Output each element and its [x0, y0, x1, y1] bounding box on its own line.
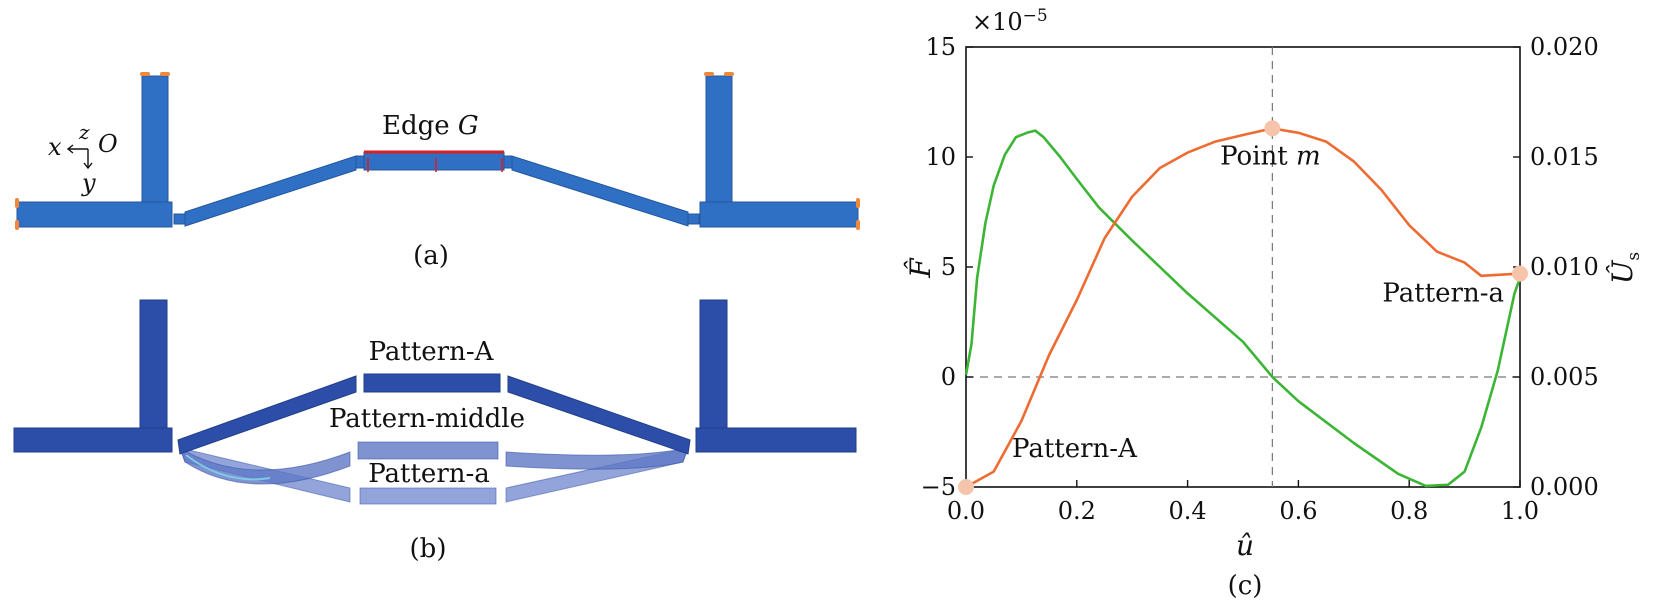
left-hinge: [173, 213, 186, 225]
caption-a: (a): [413, 241, 449, 271]
axis-z-label: z: [78, 120, 90, 144]
x-tick-label-2: 0.4: [1169, 497, 1207, 525]
caption-b: (b): [410, 534, 447, 564]
left-horizontal-arm: [16, 201, 173, 228]
x-tick-label-5: 1.0: [1501, 497, 1539, 525]
axis-y-label: y: [81, 169, 96, 197]
y-left-tick-label-2: 5: [941, 253, 956, 281]
chart-marks: 0.0 0.2 0.4 0.6 0.8 1.0 −5 0 5 10 15 0.000 0.005 0.01…: [921, 33, 1599, 525]
edge-g-label: Edge G: [382, 111, 479, 141]
caption-c: (c): [1228, 571, 1263, 601]
center-left-joint: [355, 155, 365, 169]
force-series-line: [964, 129, 1522, 488]
right-inclined-beam: [511, 155, 689, 227]
marker-label-0: Pattern-A: [1012, 434, 1138, 464]
right-vertical-post: [705, 75, 733, 217]
y-right-tick-label-1: 0.005: [1530, 363, 1599, 391]
pattern-a-label: Pattern-a: [368, 459, 490, 489]
marker-1: [1264, 120, 1281, 137]
center-beam: [363, 151, 505, 171]
constraint-markers: [15, 72, 860, 230]
panel-c-chart: 0.0 0.2 0.4 0.6 0.8 1.0 −5 0 5 10 15 0.000 0.005 0.01…: [904, 6, 1644, 601]
y-right-tick-label-3: 0.015: [1530, 143, 1599, 171]
pattern-middle-label: Pattern-middle: [329, 404, 525, 434]
y-right-tick-label-4: 0.020: [1530, 33, 1599, 61]
panel-b: Pattern-A Pattern-middle Pattern-a (b): [13, 299, 857, 564]
marker-2: [1512, 265, 1528, 282]
edge-g-arrows: [367, 158, 503, 172]
y-right-tick-label-0: 0.000: [1530, 473, 1599, 501]
right-horizontal-arm: [699, 201, 859, 228]
right-hinge: [687, 213, 700, 225]
x-axis-label: û: [1236, 529, 1254, 562]
pattern-A-label: Pattern-A: [369, 337, 495, 367]
axis-x-label: x: [48, 133, 62, 161]
y-left-tick-label-1: 0: [941, 363, 956, 391]
x-tick-label-4: 0.8: [1390, 497, 1428, 525]
panel-a: x z O y Edge G (a): [15, 72, 860, 271]
marker-0: [958, 479, 974, 495]
left-axis-multiplier: ×10−5: [972, 6, 1048, 36]
energy-series-line: [965, 127, 1521, 489]
origin-label: O: [98, 130, 118, 158]
y-axis-right-label: Ûs: [1605, 252, 1644, 284]
x-tick-label-3: 0.6: [1279, 497, 1317, 525]
left-inclined-beam: [184, 155, 357, 227]
y-right-tick-label-2: 0.010: [1530, 253, 1599, 281]
center-right-joint: [503, 155, 513, 169]
x-tick-label-1: 0.2: [1058, 497, 1096, 525]
y-left-tick-label-0: −5: [921, 473, 956, 501]
marker-label-1: Point m: [1220, 141, 1321, 171]
left-vertical-post: [141, 75, 169, 217]
y-left-tick-label-4: 15: [925, 33, 956, 61]
coordinate-axes-icon: [66, 144, 93, 170]
plot-frame: [965, 46, 1521, 488]
x-tick-label-0: 0.0: [947, 497, 985, 525]
pattern-middle-ghost: [179, 441, 689, 485]
panel-a-structure: [16, 75, 859, 228]
y-left-tick-label-3: 10: [925, 143, 956, 171]
y-axis-left-label: F̂: [904, 257, 937, 279]
pattern-A-structure: [13, 299, 857, 455]
marker-label-2: Pattern-a: [1382, 279, 1504, 309]
